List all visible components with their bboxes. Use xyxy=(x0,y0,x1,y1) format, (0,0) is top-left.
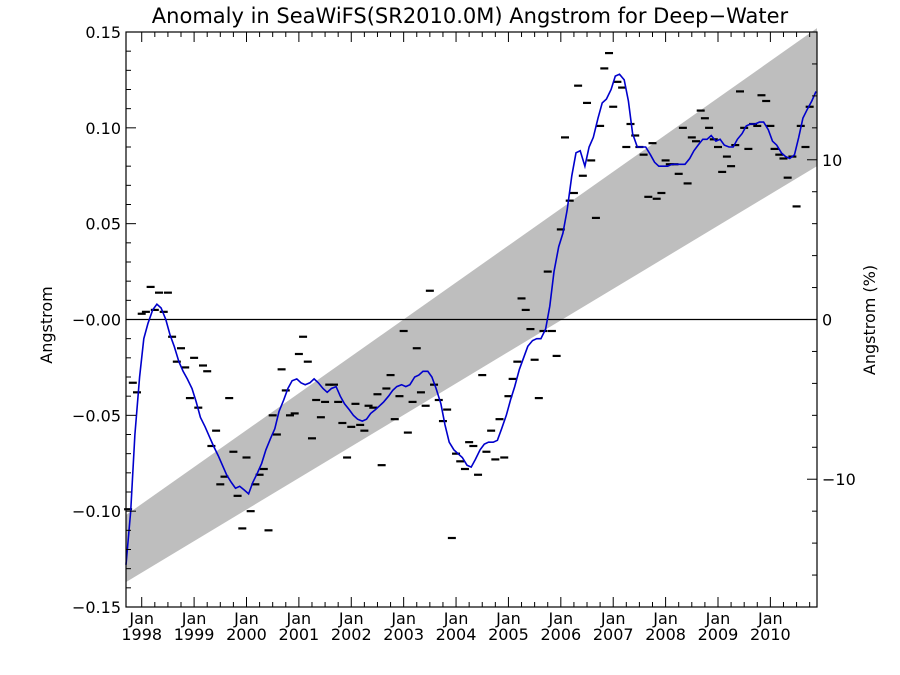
x-tick-month: Jan xyxy=(338,609,364,628)
x-tick-year: 1999 xyxy=(174,625,215,644)
y-tick-label: −0.05 xyxy=(72,406,121,425)
x-tick-year: 2001 xyxy=(279,625,320,644)
x-tick-month: Jan xyxy=(600,609,626,628)
x-tick-year: 2010 xyxy=(750,625,791,644)
x-tick-year: 2007 xyxy=(593,625,634,644)
x-tick-month: Jan xyxy=(547,609,573,628)
x-tick-month: Jan xyxy=(757,609,783,628)
x-tick-year: 2002 xyxy=(331,625,372,644)
x-tick-year: 2003 xyxy=(383,625,424,644)
x-tick-month: Jan xyxy=(495,609,521,628)
x-tick-year: 2009 xyxy=(698,625,739,644)
x-tick-month: Jan xyxy=(652,609,678,628)
x-tick-month: Jan xyxy=(390,609,416,628)
y2-tick-label: 10 xyxy=(822,151,842,170)
y-tick-label: 0.05 xyxy=(85,215,121,234)
y2-tick-label: −10 xyxy=(822,470,856,489)
x-tick-year: 2005 xyxy=(488,625,529,644)
y-tick-label: −0.10 xyxy=(72,502,121,521)
x-tick-month: Jan xyxy=(705,609,731,628)
x-tick-month: Jan xyxy=(233,609,259,628)
x-tick-year: 2008 xyxy=(645,625,686,644)
plot-area: −0.15 −0.10 −0.05 −0.00 0.05 0.10 0.15 −10 0 10 Ja… xyxy=(72,23,856,644)
x-tick-month: Jan xyxy=(128,609,154,628)
y-tick-label: −0.15 xyxy=(72,598,121,617)
y-tick-label: 0.10 xyxy=(85,119,121,138)
trend-band xyxy=(126,28,817,583)
x-tick-year: 2000 xyxy=(226,625,267,644)
x-tick-year: 1998 xyxy=(121,625,162,644)
y-axis-label: Angstrom xyxy=(37,286,56,363)
chart-title: Anomaly in SeaWiFS(SR2010.0M) Angstrom f… xyxy=(152,4,789,28)
x-tick-month: Jan xyxy=(443,609,469,628)
x-tick-year: 2004 xyxy=(436,625,477,644)
x-tick-year: 2006 xyxy=(540,625,581,644)
y2-tick-label: 0 xyxy=(822,311,832,330)
x-tick-month: Jan xyxy=(181,609,207,628)
series-line xyxy=(125,73,817,565)
x-tick-month: Jan xyxy=(286,609,312,628)
y-tick-label: 0.15 xyxy=(85,23,121,42)
y-tick-label: −0.00 xyxy=(72,311,121,330)
y2-axis-label: Angstrom (%) xyxy=(860,265,879,375)
